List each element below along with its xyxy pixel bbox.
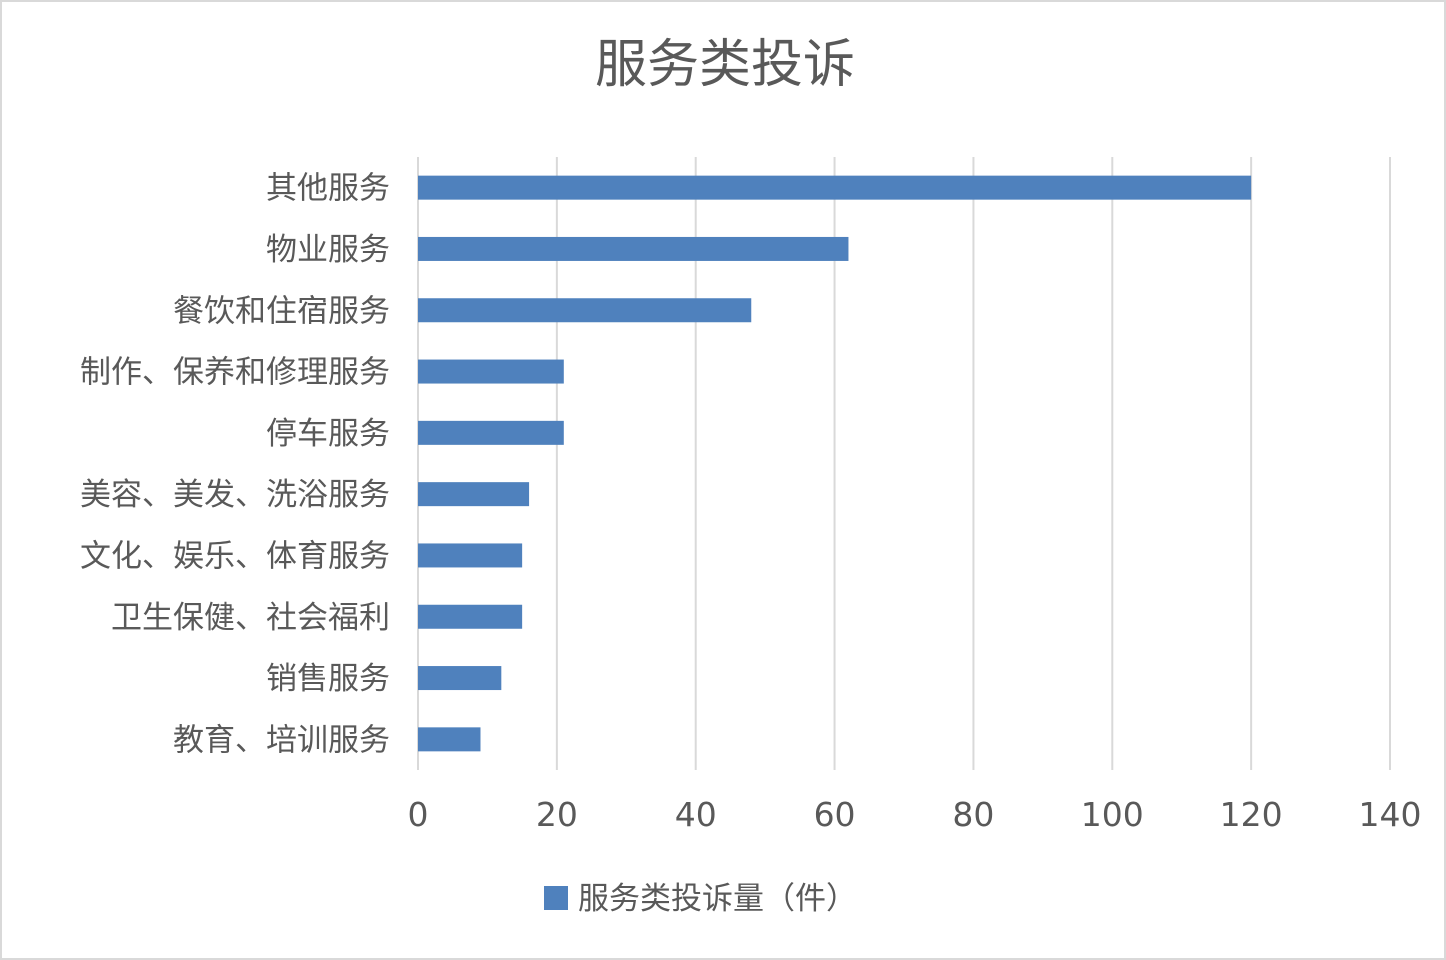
bar — [418, 727, 481, 752]
category-label: 销售服务 — [266, 661, 390, 697]
x-tick-label: 20 — [536, 795, 578, 834]
bar — [418, 420, 564, 445]
category-label: 文化、娱乐、体育服务 — [80, 538, 390, 574]
x-axis-tick-labels: 0 20 40 60 80 100 120 140 — [408, 795, 1422, 834]
x-tick-label: 140 — [1359, 795, 1422, 834]
category-label: 停车服务 — [266, 416, 390, 452]
category-label: 卫生保健、社会福利 — [111, 600, 390, 636]
bar — [418, 298, 752, 323]
bar — [418, 604, 523, 629]
legend-swatch — [544, 886, 568, 910]
x-tick-label: 60 — [814, 795, 856, 834]
x-tick-label: 100 — [1081, 795, 1144, 834]
bars — [418, 175, 1252, 752]
x-tick-label: 120 — [1220, 795, 1283, 834]
bar — [418, 666, 502, 691]
bar — [418, 175, 1252, 200]
chart-title: 服务类投诉 — [595, 35, 855, 95]
category-label: 教育、培训服务 — [173, 722, 390, 758]
category-label: 其他服务 — [266, 171, 390, 207]
bar — [418, 482, 530, 507]
bar — [418, 236, 849, 261]
category-label: 美容、美发、洗浴服务 — [80, 477, 390, 513]
category-label: 餐饮和住宿服务 — [173, 293, 390, 329]
category-labels: 其他服务物业服务餐饮和住宿服务制作、保养和修理服务停车服务美容、美发、洗浴服务文… — [80, 171, 390, 759]
legend: 服务类投诉量（件） — [544, 881, 857, 917]
category-label: 物业服务 — [266, 232, 390, 268]
category-label: 制作、保养和修理服务 — [80, 355, 390, 391]
x-tick-label: 80 — [952, 795, 994, 834]
bar — [418, 359, 564, 384]
legend-label: 服务类投诉量（件） — [578, 881, 857, 917]
x-tick-label: 0 — [408, 795, 429, 834]
x-tick-label: 40 — [675, 795, 717, 834]
bar — [418, 543, 523, 568]
